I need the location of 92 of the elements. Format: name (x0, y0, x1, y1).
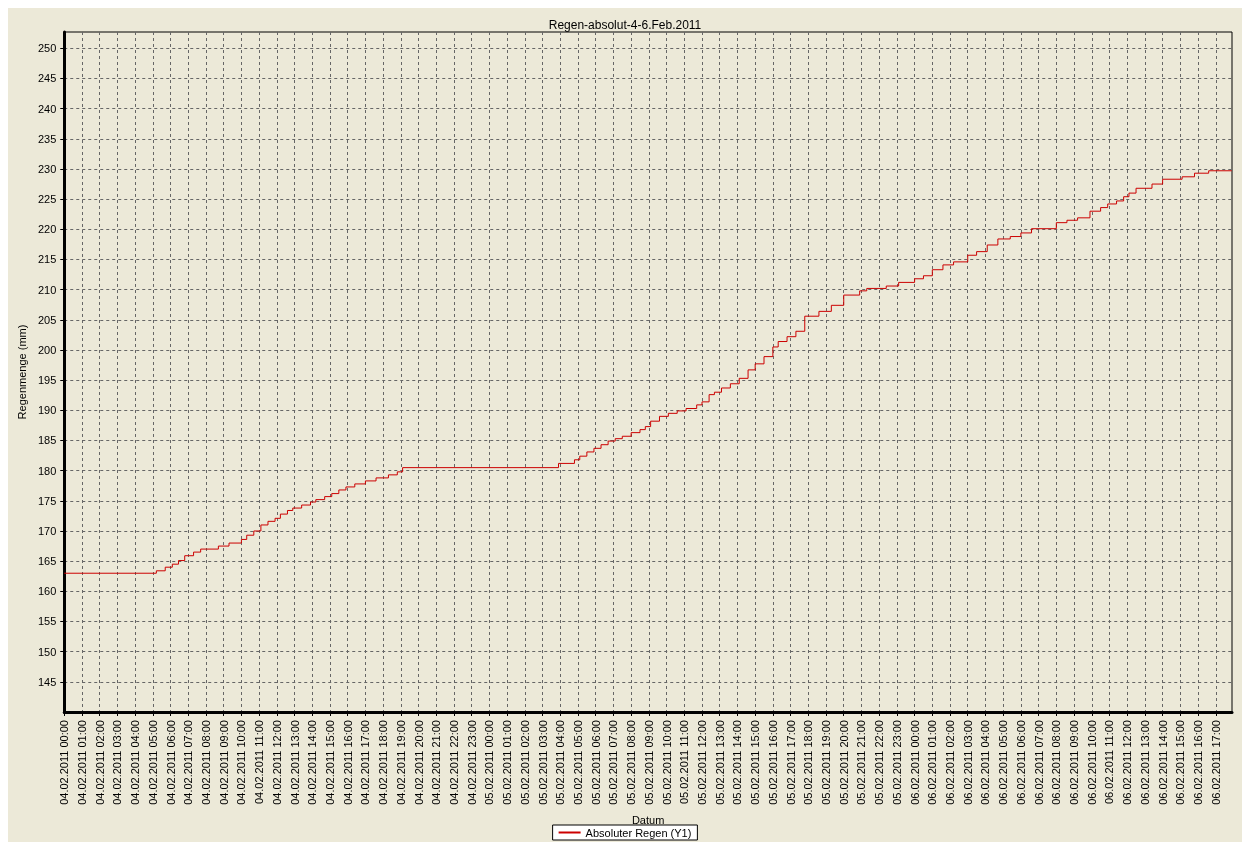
x-tick-label: 04.02.2011 04:00 (129, 720, 142, 805)
y-tick-label: 245 (37, 72, 57, 85)
x-tick-label: 05.02.2011 01:00 (501, 720, 514, 805)
y-tick-label: 170 (37, 524, 57, 537)
x-tick-label: 05.02.2011 00:00 (483, 720, 496, 805)
x-tick-label: 06.02.2011 07:00 (1032, 720, 1045, 805)
x-tick-label: 06.02.2011 14:00 (1156, 720, 1169, 805)
x-tick-label: 06.02.2011 04:00 (979, 720, 992, 805)
x-tick-label: 04.02.2011 03:00 (111, 720, 124, 805)
y-tick-label: 215 (37, 253, 57, 266)
x-tick-label: 06.02.2011 05:00 (997, 720, 1010, 805)
x-axis-title: Datum (631, 813, 665, 826)
y-tick-label: 240 (37, 102, 57, 115)
x-tick-label: 06.02.2011 15:00 (1174, 720, 1187, 805)
x-tick-label: 04.02.2011 23:00 (465, 720, 478, 805)
y-tick-label: 190 (37, 404, 57, 417)
x-tick-label: 04.02.2011 01:00 (75, 720, 88, 805)
x-tick-label: 04.02.2011 00:00 (58, 720, 71, 805)
x-tick-label: 06.02.2011 00:00 (908, 720, 921, 805)
y-tick-label: 235 (37, 132, 57, 145)
chart-title: Regen-absolut-4-6.Feb.2011 (548, 18, 702, 32)
x-tick-label: 05.02.2011 07:00 (607, 720, 620, 805)
x-tick-label: 05.02.2011 12:00 (696, 720, 709, 805)
x-tick-label: 05.02.2011 03:00 (536, 720, 549, 805)
x-tick-label: 04.02.2011 17:00 (359, 720, 372, 805)
x-tick-label: 05.02.2011 18:00 (802, 720, 815, 805)
x-tick-label: 06.02.2011 10:00 (1085, 720, 1098, 805)
y-tick-label: 250 (37, 42, 57, 55)
x-tick-label: 05.02.2011 05:00 (572, 720, 584, 805)
x-tick-label: 05.02.2011 04:00 (554, 720, 567, 805)
y-tick-label: 225 (37, 193, 57, 206)
x-tick-label: 06.02.2011 08:00 (1050, 720, 1063, 805)
y-tick-label: 205 (37, 313, 57, 326)
x-tick-label: 06.02.2011 02:00 (944, 720, 957, 805)
x-tick-label: 05.02.2011 22:00 (873, 720, 886, 805)
x-tick-label: 06.02.2011 09:00 (1068, 720, 1081, 805)
x-tick-label: 04.02.2011 14:00 (306, 720, 319, 805)
x-tick-label: 06.02.2011 01:00 (926, 720, 939, 805)
x-tick-label: 05.02.2011 15:00 (749, 720, 762, 805)
x-tick-label: 04.02.2011 15:00 (323, 720, 336, 805)
y-tick-label: 160 (37, 585, 57, 598)
x-tick-label: 05.02.2011 20:00 (837, 720, 850, 805)
x-tick-label: 05.02.2011 13:00 (713, 720, 726, 805)
y-axis-title: Regenmenge (mm) (15, 324, 28, 420)
x-tick-label: 06.02.2011 17:00 (1209, 720, 1222, 805)
x-tick-label: 05.02.2011 17:00 (784, 720, 797, 805)
y-tick-label: 155 (37, 615, 57, 628)
x-tick-label: 04.02.2011 08:00 (199, 720, 212, 805)
y-tick-label: 185 (37, 434, 57, 447)
y-tick-label: 220 (37, 223, 57, 236)
x-tick-label: 05.02.2011 19:00 (820, 720, 833, 805)
x-tick-label: 05.02.2011 09:00 (642, 720, 655, 805)
x-tick-label: 04.02.2011 19:00 (394, 720, 407, 805)
x-tick-label: 05.02.2011 16:00 (766, 720, 779, 805)
y-tick-label: 145 (37, 675, 57, 688)
x-tick-label: 05.02.2011 06:00 (589, 720, 602, 805)
x-tick-label: 04.02.2011 13:00 (288, 720, 301, 805)
x-tick-label: 04.02.2011 18:00 (377, 720, 390, 805)
y-tick-label: 195 (37, 374, 57, 387)
y-tick-label: 165 (37, 555, 57, 568)
y-tick-label: 175 (37, 494, 57, 507)
x-tick-label: 06.02.2011 12:00 (1121, 720, 1134, 805)
x-tick-label: 04.02.2011 20:00 (412, 720, 425, 805)
x-tick-label: 04.02.2011 10:00 (235, 720, 248, 805)
x-tick-label: 04.02.2011 09:00 (217, 720, 230, 805)
x-tick-label: 05.02.2011 21:00 (855, 720, 868, 805)
x-tick-label: 04.02.2011 12:00 (270, 720, 283, 805)
x-tick-label: 06.02.2011 06:00 (1014, 720, 1027, 805)
x-tick-label: 04.02.2011 16:00 (341, 720, 354, 805)
x-tick-label: 06.02.2011 13:00 (1138, 720, 1151, 805)
legend-label: Absoluter Regen (Y1) (585, 826, 692, 839)
x-tick-label: 04.02.2011 07:00 (182, 720, 195, 805)
x-tick-label: 06.02.2011 03:00 (961, 720, 974, 805)
y-tick-label: 200 (37, 343, 57, 356)
x-tick-label: 05.02.2011 14:00 (731, 720, 744, 805)
x-tick-label: 05.02.2011 10:00 (660, 720, 673, 805)
y-tick-label: 180 (37, 464, 57, 477)
x-tick-label: 04.02.2011 05:00 (146, 720, 159, 805)
y-tick-label: 230 (37, 162, 57, 175)
x-tick-label: 04.02.2011 06:00 (164, 720, 177, 805)
x-tick-label: 05.02.2011 08:00 (625, 720, 638, 805)
x-tick-label: 05.02.2011 11:00 (678, 720, 691, 805)
x-tick-label: 04.02.2011 11:00 (253, 720, 266, 805)
x-tick-label: 05.02.2011 23:00 (890, 720, 903, 805)
x-tick-label: 04.02.2011 21:00 (430, 720, 443, 805)
x-tick-label: 05.02.2011 02:00 (518, 720, 531, 805)
x-tick-label: 06.02.2011 11:00 (1103, 720, 1116, 805)
x-tick-label: 06.02.2011 16:00 (1192, 720, 1205, 805)
x-tick-label: 04.02.2011 02:00 (93, 720, 106, 805)
x-tick-label: 04.02.2011 22:00 (447, 720, 460, 805)
y-tick-label: 210 (37, 283, 57, 296)
y-tick-label: 150 (37, 645, 57, 658)
